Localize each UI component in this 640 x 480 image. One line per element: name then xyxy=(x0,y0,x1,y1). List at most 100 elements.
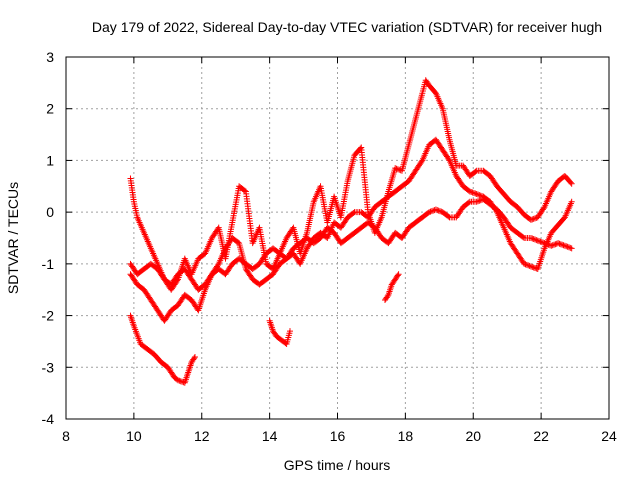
data-point xyxy=(534,237,541,244)
data-point xyxy=(529,216,536,223)
x-tick-labels: 8 10 12 14 16 18 20 22 24 xyxy=(62,428,617,444)
data-point xyxy=(434,207,441,214)
data-point xyxy=(568,180,575,187)
data-point xyxy=(530,215,537,222)
data-point xyxy=(529,235,536,242)
x-tick-label: 12 xyxy=(194,428,210,444)
data-point xyxy=(432,206,439,213)
data-point xyxy=(538,239,545,246)
data-point xyxy=(545,241,552,248)
series-track-2 xyxy=(127,77,575,293)
data-point xyxy=(552,241,559,248)
data-point xyxy=(384,293,391,300)
data-point xyxy=(435,207,442,214)
data-point xyxy=(525,262,532,269)
data-point xyxy=(529,263,536,270)
data-point xyxy=(426,209,433,216)
data-point xyxy=(241,187,248,194)
data-point xyxy=(559,241,566,248)
data-point xyxy=(430,207,437,214)
data-point xyxy=(393,165,400,172)
data-point xyxy=(476,192,483,199)
data-point xyxy=(555,240,562,247)
data-point xyxy=(174,377,181,384)
data-point xyxy=(475,198,482,205)
data-point xyxy=(557,241,564,248)
data-point xyxy=(556,240,563,247)
data-point xyxy=(560,242,567,249)
data-point xyxy=(445,156,452,163)
data-point xyxy=(568,245,575,252)
data-point xyxy=(428,208,435,215)
x-tick-label: 24 xyxy=(601,428,617,444)
data-point xyxy=(523,261,530,268)
data-point xyxy=(540,205,547,212)
x-tick-label: 18 xyxy=(398,428,414,444)
x-tick-label: 14 xyxy=(262,428,278,444)
y-tick-label: -4 xyxy=(42,411,55,427)
x-axis-label: GPS time / hours xyxy=(284,457,391,473)
data-point xyxy=(465,199,472,206)
data-point xyxy=(466,188,473,195)
data-point xyxy=(532,236,539,243)
y-tick-label: 2 xyxy=(46,101,54,117)
x-tick-label: 20 xyxy=(465,428,481,444)
data-point xyxy=(469,189,476,196)
y-tick-label: 1 xyxy=(46,152,54,168)
data-point xyxy=(527,216,534,223)
data-point xyxy=(286,328,293,335)
data-point xyxy=(176,377,183,384)
data-point xyxy=(394,272,401,279)
data-point xyxy=(544,241,551,248)
y-tick-label: -2 xyxy=(42,308,55,324)
data-point xyxy=(565,244,572,251)
data-point xyxy=(526,262,533,269)
data-point xyxy=(191,355,198,362)
y-tick-label: 0 xyxy=(46,204,54,220)
data-point xyxy=(530,236,537,243)
data-point xyxy=(179,378,186,385)
data-point xyxy=(470,190,477,197)
data-point xyxy=(468,188,475,195)
series-track-6 xyxy=(382,271,402,304)
data-point xyxy=(532,264,539,271)
data-point xyxy=(541,240,548,247)
data-point xyxy=(542,240,549,247)
data-point xyxy=(357,145,364,152)
data-point xyxy=(436,208,443,215)
data-point xyxy=(473,191,480,198)
data-point xyxy=(568,198,575,205)
y-tick-label: -1 xyxy=(42,256,55,272)
data-point xyxy=(445,213,452,220)
chart-title: Day 179 of 2022, Sidereal Day-to-day VTE… xyxy=(92,19,602,35)
data-point xyxy=(567,244,574,251)
data-point xyxy=(522,261,529,268)
data-point xyxy=(392,165,399,172)
data-point xyxy=(567,179,574,186)
data-point xyxy=(427,208,434,215)
data-point xyxy=(540,239,547,246)
y-tick-label: -3 xyxy=(42,359,55,375)
data-point xyxy=(476,197,483,204)
y-tick-label: 3 xyxy=(46,49,54,65)
data-point xyxy=(527,263,534,270)
data-point xyxy=(537,238,544,245)
data-point xyxy=(561,242,568,249)
y-tick-labels: -4 -3 -2 -1 0 1 2 3 xyxy=(42,49,55,427)
y-axis-label: SDTVAR / TECUs xyxy=(5,182,21,294)
data-point xyxy=(549,242,556,249)
x-tick-label: 8 xyxy=(62,428,70,444)
series-track-5 xyxy=(266,317,293,348)
data-point xyxy=(533,237,540,244)
series-track-1 xyxy=(127,312,198,386)
data-point xyxy=(548,242,555,249)
data-point xyxy=(475,191,482,198)
data-point xyxy=(551,241,558,248)
axis-ticks xyxy=(65,56,610,420)
data-point xyxy=(536,238,543,245)
data-point xyxy=(563,243,570,250)
data-point xyxy=(472,190,479,197)
series-track-4 xyxy=(127,196,575,293)
data-point xyxy=(473,198,480,205)
